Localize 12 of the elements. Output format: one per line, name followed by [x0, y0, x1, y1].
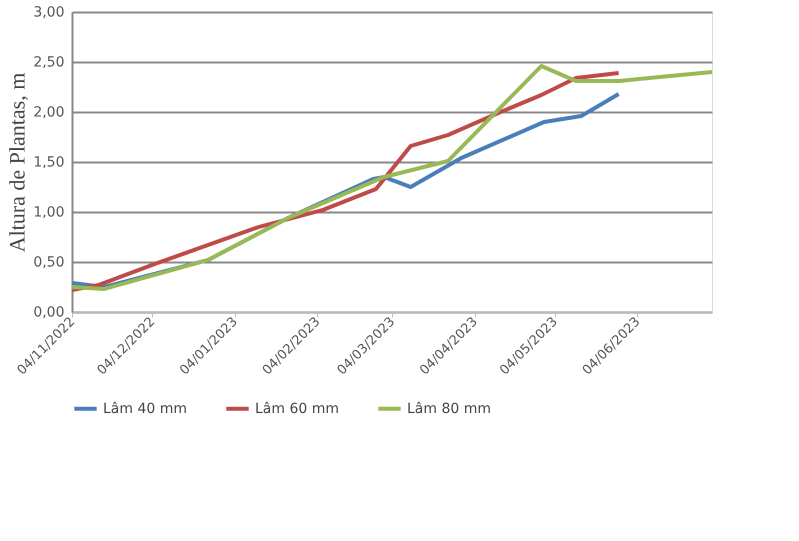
y-tick-label: 1,00 — [33, 204, 64, 220]
legend-label: Lâm 80 mm — [407, 400, 492, 417]
y-tick-label: 2,50 — [33, 54, 64, 70]
y-tick-label: 0,00 — [33, 304, 64, 320]
legend-label: Lâm 60 mm — [255, 400, 340, 417]
legend-label: Lâm 40 mm — [103, 400, 188, 417]
y-tick-label: 0,50 — [33, 254, 64, 270]
y-tick-label: 2,00 — [33, 104, 64, 120]
y-tick-label: 3,00 — [33, 4, 64, 20]
line-series — [70, 64, 714, 291]
y-tick-label: 1,50 — [33, 154, 64, 170]
y-axis-title: Altura de Plantas, m — [4, 72, 30, 252]
